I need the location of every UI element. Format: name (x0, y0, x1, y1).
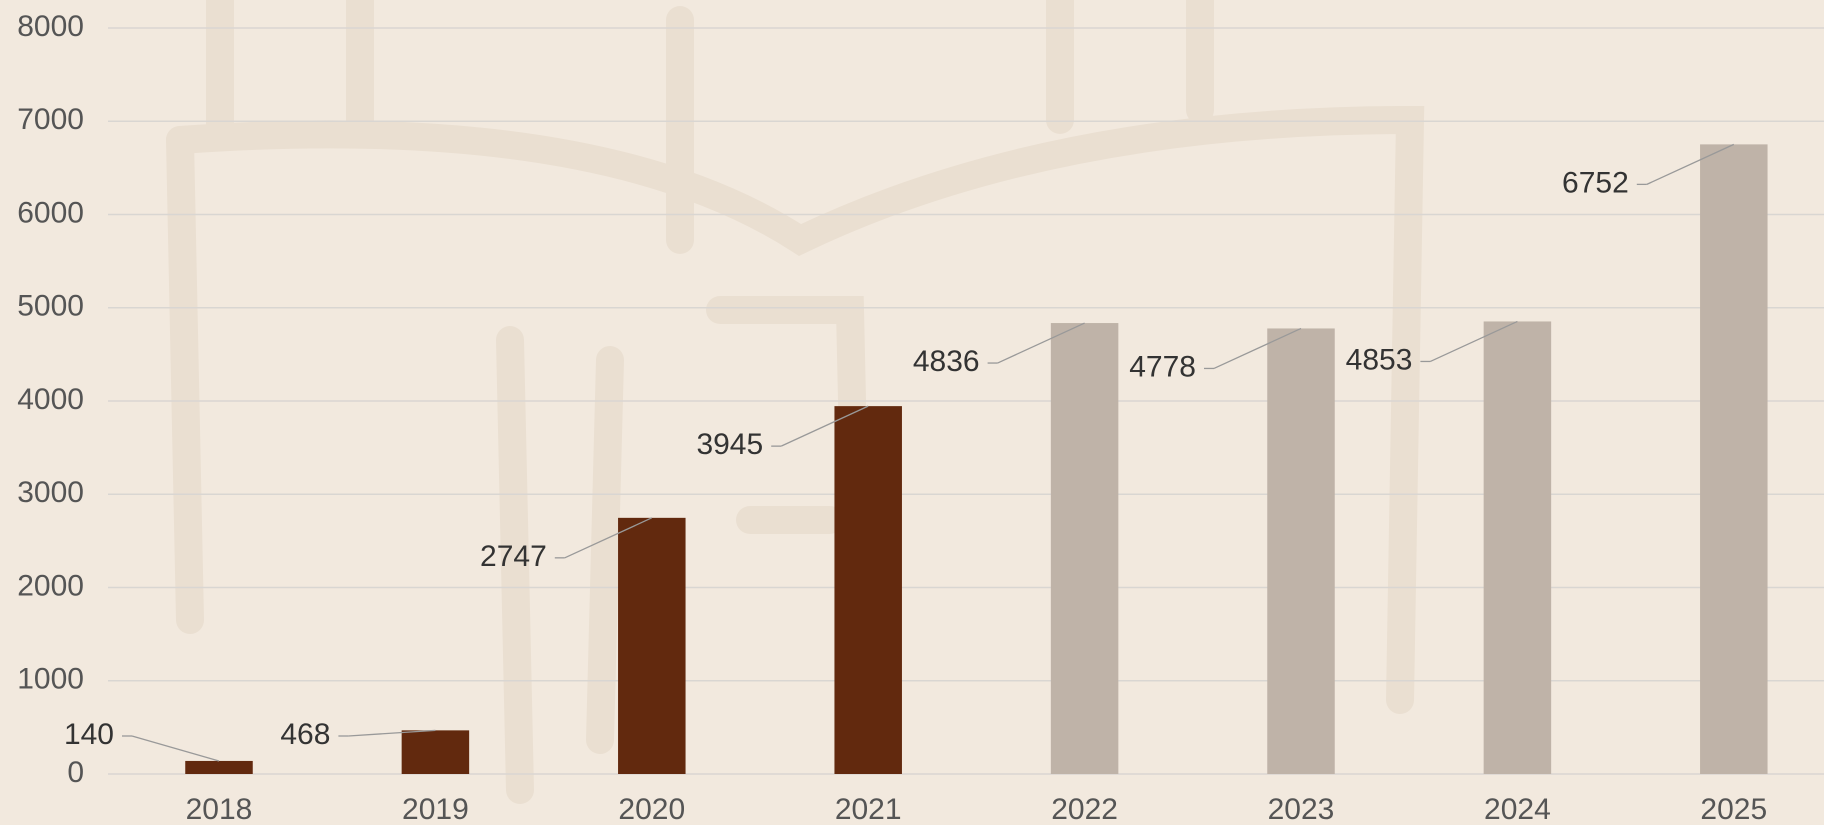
bar (834, 406, 902, 774)
data-label: 4778 (1129, 350, 1196, 383)
y-tick-label: 3000 (17, 476, 84, 509)
data-label: 3945 (696, 428, 763, 461)
data-label: 2747 (480, 540, 547, 573)
data-label: 468 (280, 718, 330, 751)
y-tick-label: 6000 (17, 196, 84, 229)
x-tick-label: 2024 (1484, 793, 1551, 825)
x-tick-label: 2023 (1268, 793, 1335, 825)
leader-line (997, 322, 1085, 364)
leader-line (1213, 327, 1302, 370)
watermark (166, 0, 1425, 804)
y-tick-label: 8000 (17, 10, 84, 43)
leader-line (780, 405, 869, 447)
x-tick-label: 2022 (1051, 793, 1118, 825)
x-tick-label: 2021 (835, 793, 902, 825)
bar (1483, 321, 1552, 774)
data-label: 4836 (913, 345, 980, 378)
leader-line (1646, 143, 1735, 185)
leader-line (131, 735, 220, 762)
data-label: 6752 (1562, 166, 1629, 199)
y-tick-label: 0 (67, 756, 84, 789)
leader-line (564, 517, 653, 559)
bar (185, 760, 253, 774)
x-tick-label: 2025 (1700, 793, 1767, 825)
y-tick-label: 2000 (17, 569, 84, 602)
bar (1700, 144, 1768, 775)
y-tick-label: 7000 (17, 103, 84, 136)
bar (1050, 323, 1119, 774)
leader-line (348, 729, 436, 737)
leader-line (1430, 320, 1518, 363)
bar (401, 730, 470, 774)
data-label: 4853 (1346, 343, 1413, 376)
y-tick-label: 1000 (17, 663, 84, 696)
x-tick-label: 2020 (618, 793, 685, 825)
y-tick-label: 5000 (17, 290, 84, 323)
y-tick-label: 4000 (17, 383, 84, 416)
data-label: 140 (64, 718, 114, 751)
x-tick-label: 2018 (186, 793, 253, 825)
x-tick-label: 2019 (402, 793, 469, 825)
bar (618, 517, 686, 774)
bar (1267, 328, 1335, 774)
